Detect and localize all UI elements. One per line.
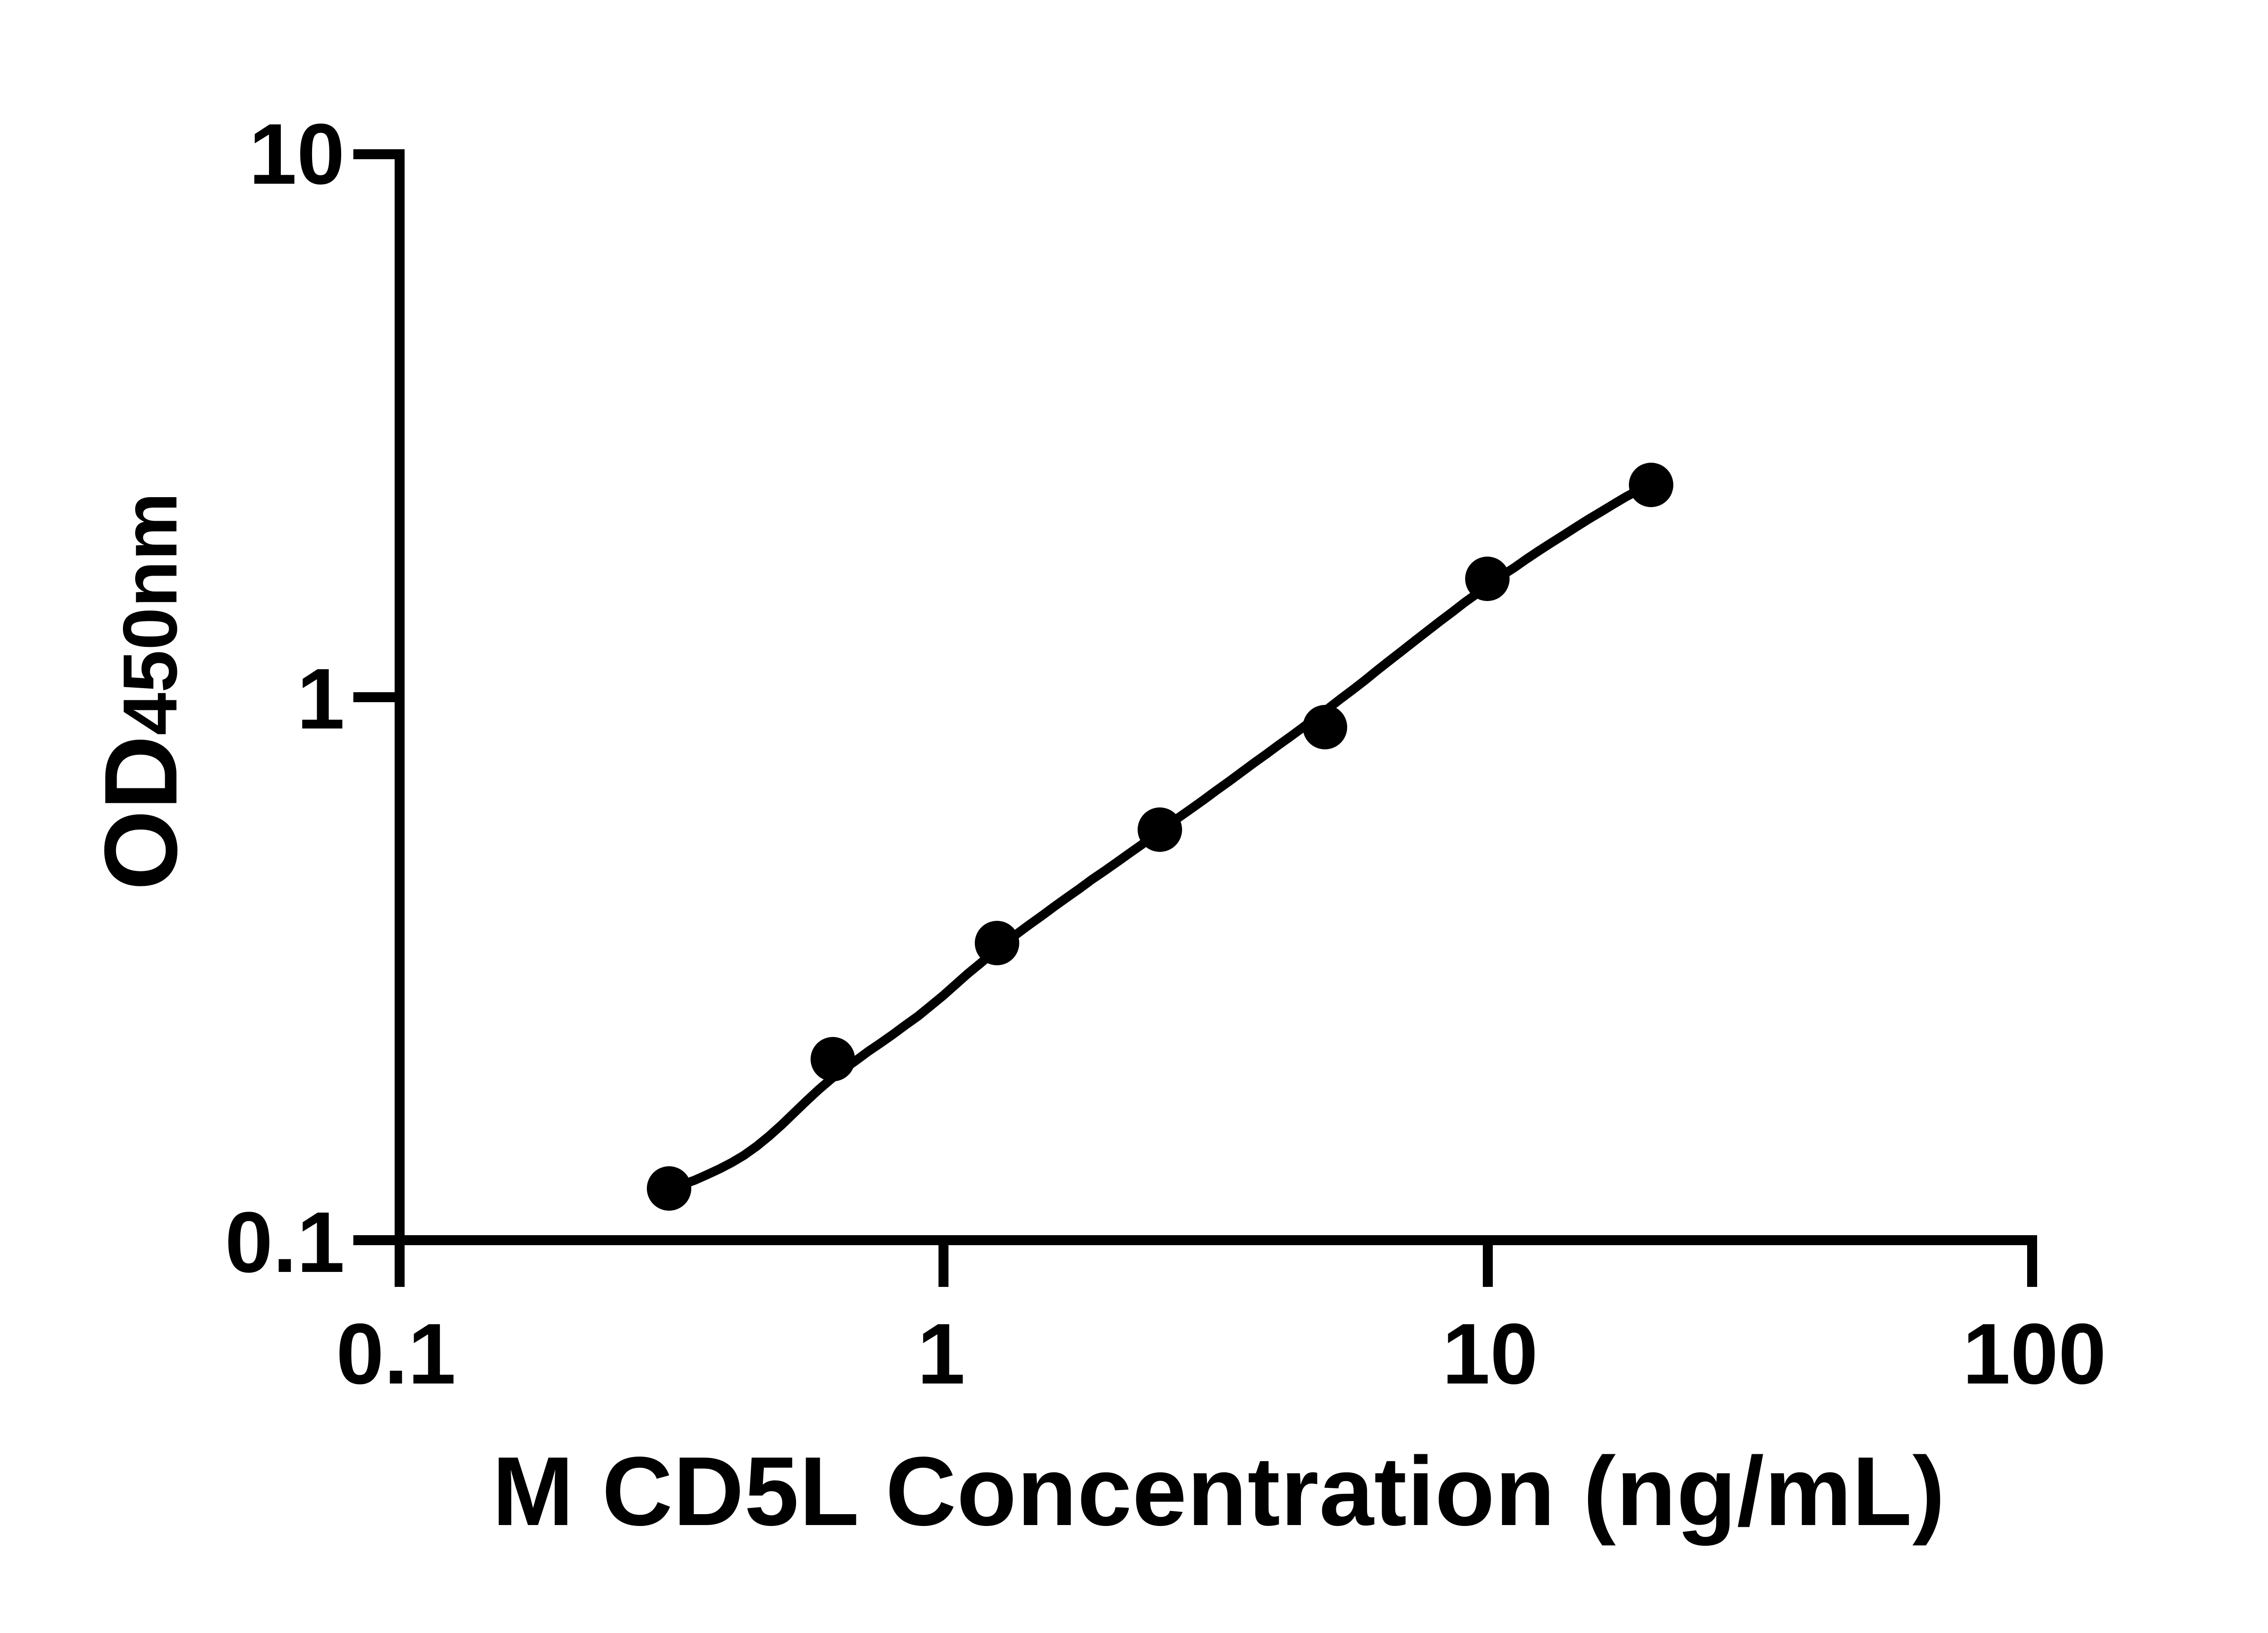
svg-text:1: 1 (297, 651, 345, 747)
svg-text:10: 10 (1442, 1306, 1538, 1402)
svg-text:10: 10 (249, 106, 345, 202)
svg-text:M CD5L Concentration (ng/mL): M CD5L Concentration (ng/mL) (492, 1436, 1945, 1546)
svg-text:1: 1 (917, 1306, 965, 1402)
svg-text:0.1: 0.1 (225, 1194, 345, 1291)
svg-text:100: 100 (1962, 1306, 2106, 1402)
svg-text:0.1: 0.1 (336, 1306, 456, 1402)
